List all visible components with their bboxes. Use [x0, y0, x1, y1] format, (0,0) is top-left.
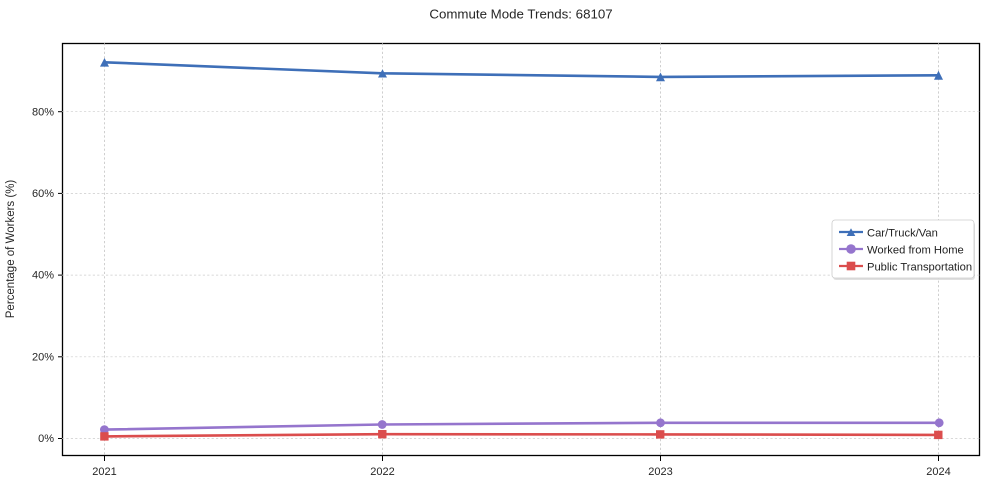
- svg-text:2022: 2022: [370, 466, 394, 478]
- svg-text:Worked from Home: Worked from Home: [867, 244, 964, 256]
- svg-text:0%: 0%: [38, 433, 54, 445]
- svg-text:Commute Mode Trends: 68107: Commute Mode Trends: 68107: [429, 7, 612, 22]
- svg-text:Car/Truck/Van: Car/Truck/Van: [867, 227, 938, 239]
- svg-text:40%: 40%: [32, 270, 54, 282]
- svg-text:Public Transportation: Public Transportation: [867, 261, 972, 273]
- svg-text:2021: 2021: [92, 466, 116, 478]
- svg-text:80%: 80%: [32, 106, 54, 118]
- svg-text:Percentage of Workers (%): Percentage of Workers (%): [5, 180, 17, 319]
- svg-text:20%: 20%: [32, 351, 54, 363]
- svg-text:2024: 2024: [926, 466, 950, 478]
- svg-text:60%: 60%: [32, 188, 54, 200]
- svg-text:2023: 2023: [648, 466, 672, 478]
